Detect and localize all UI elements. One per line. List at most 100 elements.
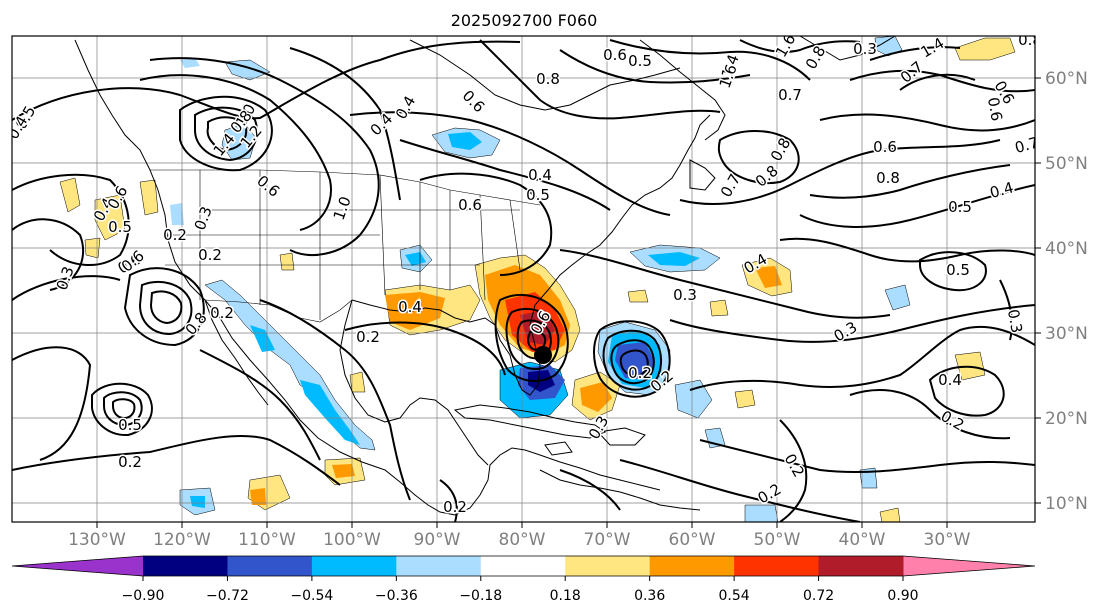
- contour-line: [206, 116, 248, 152]
- contour-line: [593, 320, 671, 398]
- colorbar-extend-left: [12, 556, 143, 576]
- contour-line: [559, 249, 891, 319]
- contour-line: [12, 346, 92, 461]
- coast-greenland: [799, 36, 896, 61]
- contour-value-label: 0.8: [1018, 31, 1042, 49]
- coast-jamaica: [544, 441, 573, 456]
- longitude-labels: 130°W 120°W 110°W 100°W 90°W 80°W 70°W 6…: [68, 530, 971, 550]
- contour-line: [619, 349, 649, 377]
- contour-value-label: 0.6: [603, 46, 627, 64]
- colorbar-segment: [565, 556, 651, 576]
- shade-patch-yellow: [279, 252, 295, 271]
- shade-patch-orange: [385, 292, 445, 330]
- contour-line: [609, 39, 811, 81]
- contour-line: [919, 251, 987, 292]
- coast-baja: [204, 299, 269, 406]
- contour-value-label: 0.2: [210, 304, 234, 322]
- colorbar-tick-label: −0.18: [459, 588, 502, 604]
- coast-hispaniola: [596, 427, 646, 446]
- shade-patch-lightblue: [674, 379, 713, 419]
- contour-value-label: 0.5: [118, 416, 142, 434]
- lat-label: 30°N: [1045, 324, 1088, 344]
- contour-line: [91, 382, 153, 437]
- latitude-labels: 60°N 50°N 40°N 30°N 20°N 10°N: [1045, 69, 1088, 514]
- contour-line: [869, 46, 961, 61]
- contour-value-label: 0.2: [118, 453, 142, 471]
- coastlines: [74, 36, 896, 516]
- contour-line: [179, 95, 273, 172]
- contour-value-label: 0.7: [1013, 133, 1041, 157]
- shade-patch-yellow: [349, 371, 366, 393]
- contour-value-label: 0.5: [628, 52, 652, 70]
- lat-label: 50°N: [1045, 154, 1088, 174]
- colorbar-tick-label: 0.90: [887, 588, 918, 604]
- colorbar-tick-label: 0.18: [550, 588, 581, 604]
- border-states-horizontal: [165, 209, 520, 266]
- colorbar-tick-label: −0.54: [290, 588, 333, 604]
- coast-mexico-gulf: [339, 299, 489, 466]
- colorbar-segment: [227, 556, 313, 576]
- contour-value-label: 0.4: [528, 166, 552, 184]
- contour-value-label: 0.2: [163, 226, 187, 244]
- coast-south-america: [539, 469, 701, 511]
- shade-patch-blue: [405, 252, 426, 266]
- axis-ticks: [96, 77, 1041, 528]
- colorbar-ticks: −0.90 −0.72 −0.54 −0.36 −0.18 0.18 0.36 0.54 0.7…: [122, 576, 919, 604]
- coast-hudson: [409, 39, 681, 111]
- shade-patch-orange: [755, 266, 782, 288]
- colorbar-segment: [143, 556, 228, 576]
- colorbar-segments: [143, 556, 904, 576]
- shade-patch-yellow: [94, 194, 126, 241]
- contour-line: [12, 275, 121, 301]
- lon-label: 100°W: [323, 530, 381, 550]
- contour-value-label: 0.5: [948, 198, 972, 216]
- contour-value-label: 0.3: [673, 286, 697, 304]
- shade-patch-orange: [580, 382, 612, 412]
- contour-line: [149, 290, 183, 325]
- colorbar-segment: [818, 556, 904, 576]
- colorbar-segment: [734, 556, 820, 576]
- colorbar-tick-label: 0.54: [719, 588, 750, 604]
- shade-patch-yellow: [879, 507, 901, 522]
- shade-patch-lightblue: [884, 284, 911, 311]
- contour-line: [779, 237, 1035, 263]
- contour-line: [103, 391, 143, 427]
- lon-label: 110°W: [238, 530, 296, 550]
- shade-patch-lightblue: [744, 504, 779, 522]
- contour-value-label: 0.8: [876, 169, 900, 187]
- shade-patch-yellow: [709, 299, 729, 317]
- contour-value-label: 0.8: [536, 70, 560, 88]
- contour-value-label: 0.2: [198, 246, 222, 264]
- contour-line: [344, 321, 506, 376]
- contour-line: [199, 349, 321, 461]
- contour-line: [779, 419, 808, 522]
- shade-patch-lightblue: [221, 123, 257, 161]
- contour-value-label: 0.7: [778, 86, 802, 104]
- contour-line: [139, 74, 332, 231]
- contour-line: [699, 439, 1035, 474]
- lon-label: 50°W: [754, 530, 801, 550]
- contour-line: [689, 325, 1035, 391]
- shade-patch-lightblue: [180, 58, 200, 68]
- contour-value-label: 0.3: [853, 40, 877, 58]
- contour-line: [419, 172, 553, 276]
- contour-value-label: 0.5: [526, 186, 550, 204]
- contour-line: [669, 304, 1035, 343]
- contour-value-label: 0.2: [628, 364, 652, 382]
- contour-line: [289, 47, 401, 201]
- contour-value-label: 0.2: [356, 328, 380, 346]
- shade-patch-blue: [300, 380, 360, 445]
- contour-line: [12, 218, 85, 291]
- colorbar-segment: [480, 556, 566, 576]
- lat-label: 60°N: [1045, 69, 1088, 89]
- shade-patch-yellow: [954, 37, 1016, 61]
- shade-patch-blue: [190, 496, 205, 508]
- lon-label: 130°W: [68, 530, 126, 550]
- coast-newfoundland: [689, 159, 716, 191]
- map-frame: [11, 35, 1036, 523]
- contour-value-label: 0.6: [458, 196, 482, 214]
- colorbar-segment: [311, 556, 397, 576]
- storm-center-marker: [534, 346, 552, 364]
- contour-value-label: 0.4: [938, 371, 962, 389]
